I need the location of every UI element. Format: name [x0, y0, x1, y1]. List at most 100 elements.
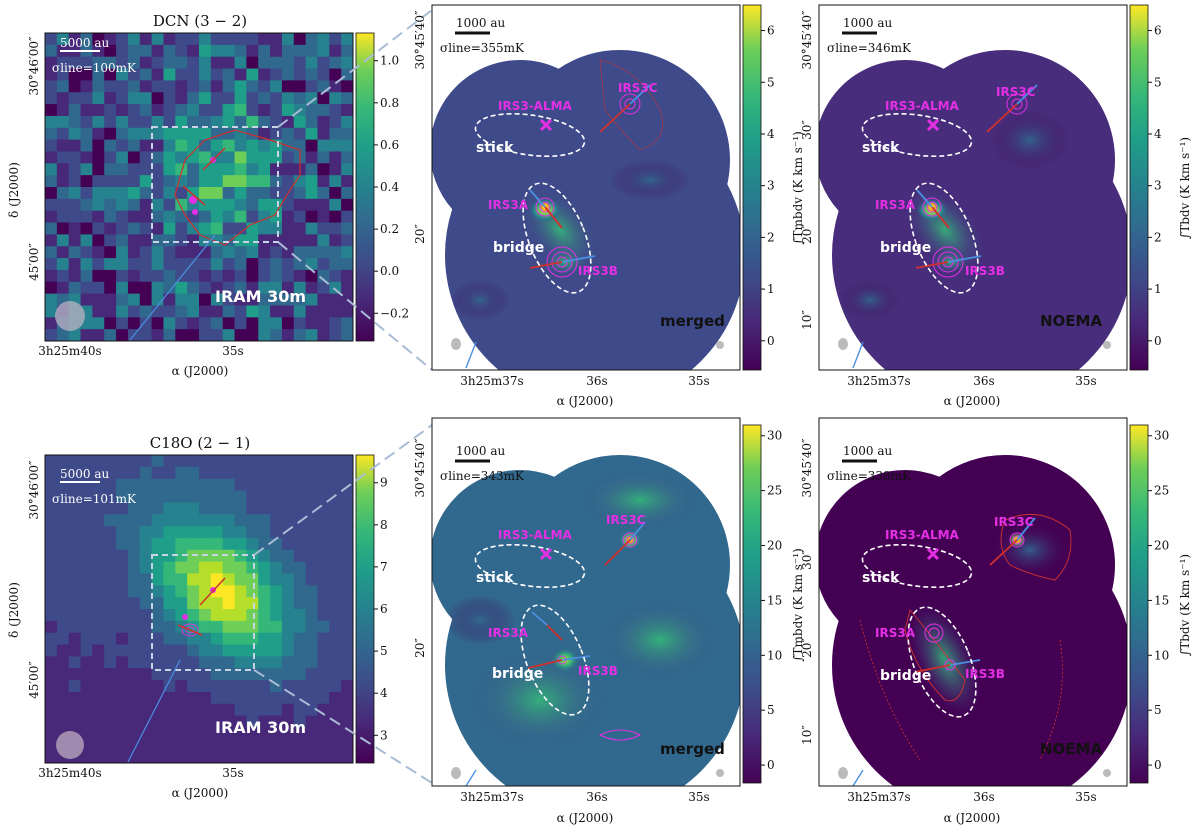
map-pixel: [127, 549, 141, 563]
map-pixel: [329, 115, 342, 129]
map-pixel: [281, 549, 295, 563]
map-pixel: [246, 139, 259, 152]
map-pixel: [234, 281, 247, 295]
map-pixel: [317, 246, 330, 259]
map-pixel: [293, 478, 307, 491]
map-pixel: [163, 727, 176, 740]
map-pixel: [163, 68, 176, 81]
map-pixel: [317, 727, 330, 740]
map-pixel: [104, 33, 117, 46]
map-pixel: [246, 258, 259, 271]
map-pixel: [293, 269, 307, 283]
map-pixel: [56, 526, 70, 539]
map-pixel: [317, 656, 330, 669]
map-pixel: [163, 632, 176, 645]
map-pixel: [127, 561, 141, 574]
map-pixel: [270, 329, 283, 342]
ra-tick: 35s: [222, 766, 243, 780]
map-pixel: [258, 632, 271, 645]
map-pixel: [68, 502, 81, 515]
map-pixel: [210, 115, 224, 129]
map-pixel: [246, 691, 259, 705]
map-pixel: [258, 466, 271, 480]
map-pixel: [281, 751, 295, 764]
map-pixel: [222, 234, 235, 247]
colorbar-tick-label: 25: [767, 484, 782, 498]
map-pixel: [199, 80, 212, 93]
map-pixel: [305, 537, 318, 551]
colorbar-ticks: 30 25 20 15 10 5 0: [761, 429, 782, 772]
map-pixel: [281, 727, 295, 740]
map-pixel: [116, 139, 129, 152]
map-pixel: [270, 490, 283, 503]
map-pixel: [80, 92, 93, 105]
sigma-label: σline=100mK: [52, 61, 137, 75]
colorbar-tick-label: 0: [767, 758, 775, 772]
ra-tick: 36s: [586, 790, 607, 804]
map-pixel: [199, 68, 212, 81]
map-pixel: [281, 620, 295, 634]
map-pixel: [293, 715, 307, 728]
map-pixel: [317, 478, 330, 491]
map-pixel: [151, 620, 164, 634]
map-pixel: [151, 187, 164, 200]
map-pixel: [187, 317, 200, 330]
map-pixel: [56, 210, 70, 223]
map-pixel: [175, 466, 188, 480]
colorbar-tick-label: 2: [767, 230, 775, 244]
map-pixel: [163, 175, 176, 188]
map-pixel: [317, 127, 330, 141]
map-pixel: [139, 269, 153, 283]
map-pixel: [68, 187, 81, 200]
colorbar-tick-label: 2: [1154, 230, 1162, 244]
map-pixel: [210, 187, 224, 200]
panel-type-label: NOEMA: [1040, 312, 1102, 330]
map-pixel: [341, 455, 354, 468]
map-pixel: [139, 151, 153, 164]
map-pixel: [329, 502, 342, 515]
map-pixel: [163, 703, 176, 717]
map-pixel: [234, 104, 247, 117]
map-pixel: [234, 175, 247, 188]
colorbar: [1129, 4, 1149, 371]
map-pixel: [305, 234, 318, 247]
map-pixel: [151, 68, 164, 81]
map-pixel: [80, 269, 93, 283]
map-pixel: [116, 514, 129, 527]
map-pixel: [104, 80, 117, 93]
irs3b-label: IRS3B: [965, 667, 1005, 681]
map-pixel: [234, 597, 247, 610]
map-pixel: [187, 56, 200, 69]
map-pixel: [222, 573, 235, 586]
map-pixel: [127, 632, 141, 645]
map-pixel: [199, 668, 212, 681]
map-pixel: [92, 187, 105, 200]
map-pixel: [210, 56, 224, 69]
map-pixel: [305, 703, 318, 717]
map-pixel: [116, 537, 129, 551]
map-pixel: [305, 573, 318, 586]
map-pixel: [317, 293, 330, 306]
map-pixel: [187, 715, 200, 728]
map-pixel: [305, 115, 318, 129]
colorbar-tick-label: 10: [1154, 648, 1169, 662]
map-pixel: [210, 33, 224, 46]
map-pixel: [281, 80, 295, 93]
map-pixel: [80, 585, 93, 598]
map-pixel: [305, 44, 318, 58]
map-pixel: [127, 727, 141, 740]
colorbar-tick-label: 0.4: [380, 180, 399, 194]
map-pixel: [210, 691, 224, 705]
map-pixel: [317, 198, 330, 212]
map-pixel: [80, 104, 93, 117]
map-pixel: [45, 258, 58, 271]
map-pixel: [80, 644, 93, 657]
map-pixel: [116, 163, 129, 176]
map-pixel: [234, 703, 247, 717]
map-pixel: [151, 727, 164, 740]
map-pixel: [139, 703, 153, 717]
map-pixel: [80, 632, 93, 645]
map-pixel: [163, 234, 176, 247]
map-pixel: [199, 715, 212, 728]
map-pixel: [92, 115, 105, 129]
